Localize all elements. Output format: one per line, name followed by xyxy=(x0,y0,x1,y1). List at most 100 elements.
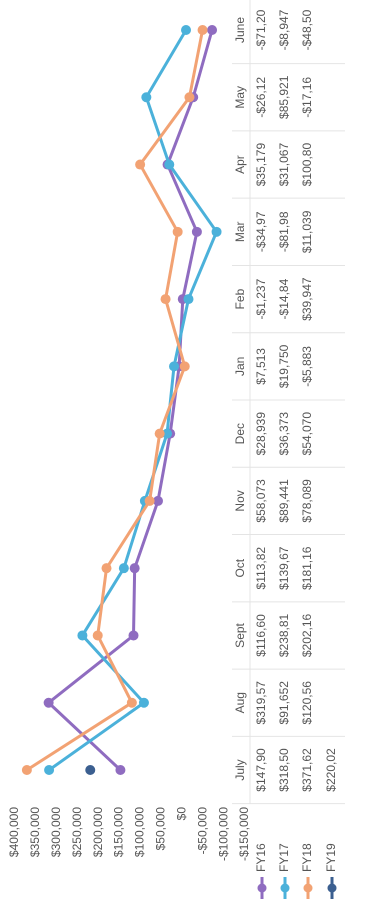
data-point xyxy=(135,159,146,170)
data-point xyxy=(144,495,155,506)
table-cell: $78,089 xyxy=(300,479,314,523)
y-tick-label: -$150,000 xyxy=(237,807,251,861)
data-point xyxy=(128,630,139,641)
data-point xyxy=(183,294,194,305)
x-tick-label: May xyxy=(233,86,247,109)
table-cell: $91,652 xyxy=(277,681,291,725)
data-point xyxy=(101,563,112,574)
data-point xyxy=(43,697,54,708)
table-cell: $54,070 xyxy=(300,412,314,456)
x-tick-label: Apr xyxy=(233,155,247,174)
data-point xyxy=(160,294,171,305)
x-tick-label: Dec xyxy=(233,423,247,444)
table-cell: $220,02 xyxy=(324,748,338,792)
table-cell: $89,441 xyxy=(277,479,291,523)
data-point xyxy=(162,428,173,439)
data-point xyxy=(152,495,163,506)
table-cell: $39,947 xyxy=(300,277,314,321)
x-tick-label: July xyxy=(233,759,247,780)
data-point xyxy=(92,630,103,641)
y-tick-label: $200,000 xyxy=(91,807,105,857)
x-tick-label: Oct xyxy=(233,558,247,577)
data-point xyxy=(184,92,195,103)
table-cell: $319,57 xyxy=(254,681,268,725)
table-cell: -$17,16 xyxy=(300,77,314,118)
x-tick-label: Jan xyxy=(233,357,247,376)
legend-label: FY16 xyxy=(254,843,268,872)
data-point xyxy=(207,25,218,35)
data-point xyxy=(181,25,192,35)
table-cell: -$81,98 xyxy=(277,211,291,252)
data-point xyxy=(197,25,208,35)
data-point xyxy=(179,361,190,372)
table-cell: $58,073 xyxy=(254,479,268,523)
data-point xyxy=(138,697,149,708)
table-cell: $36,373 xyxy=(277,412,291,456)
table-cell: $371,62 xyxy=(300,748,314,792)
data-point xyxy=(126,697,137,708)
y-tick-label: $350,000 xyxy=(28,807,42,857)
y-tick-label: $100,000 xyxy=(133,807,147,857)
table-cell: -$71,20 xyxy=(254,9,268,50)
y-tick-label: $400,000 xyxy=(7,807,21,857)
data-point xyxy=(44,765,55,775)
x-tick-label: June xyxy=(233,17,247,43)
data-point xyxy=(21,765,32,775)
table-cell: $181,16 xyxy=(300,546,314,590)
table-cell: $11,039 xyxy=(300,210,314,253)
legend-label: FY19 xyxy=(324,843,338,872)
series-line xyxy=(26,29,205,772)
data-point xyxy=(141,92,152,103)
y-tick-label: $300,000 xyxy=(49,807,63,857)
x-tick-label: Mar xyxy=(233,221,247,242)
table-cell: $31,067 xyxy=(277,143,291,187)
table-cell: $120,56 xyxy=(300,681,314,725)
legend-label: FY18 xyxy=(300,843,314,872)
x-tick-label: Feb xyxy=(233,288,247,309)
table-cell: $100,80 xyxy=(300,143,314,187)
data-point xyxy=(154,428,165,439)
legend-marker xyxy=(280,883,290,893)
legend-marker xyxy=(327,883,337,893)
table-cell: $318,50 xyxy=(277,748,291,792)
data-point xyxy=(164,159,175,170)
y-tick-label: -$50,000 xyxy=(195,807,209,855)
y-tick-label: $250,000 xyxy=(70,807,84,857)
table-cell: -$8,947 xyxy=(277,9,291,50)
table-cell: $147,90 xyxy=(254,748,268,792)
data-point xyxy=(129,563,140,574)
table-cell: $85,921 xyxy=(277,75,291,119)
data-point xyxy=(211,226,222,237)
data-point xyxy=(169,361,180,372)
y-tick-label: -$100,000 xyxy=(216,807,230,861)
data-point xyxy=(118,563,129,574)
data-point xyxy=(191,226,202,237)
data-point xyxy=(172,226,183,237)
table-cell: -$1,237 xyxy=(254,278,268,319)
table-cell: -$14,84 xyxy=(277,278,291,319)
table-cell: $7,513 xyxy=(254,348,268,385)
x-tick-label: Aug xyxy=(233,692,247,713)
table-cell: -$26,12 xyxy=(254,77,268,118)
table-cell: $139,67 xyxy=(277,546,291,590)
table-cell: $116,60 xyxy=(254,614,268,657)
table-cell: $28,939 xyxy=(254,412,268,456)
y-tick-label: $150,000 xyxy=(112,807,126,857)
table-cell: $202,16 xyxy=(300,613,314,657)
table-cell: $19,750 xyxy=(277,344,291,388)
series-line xyxy=(47,29,214,772)
rotated-chart: $400,000 $350,000 $300,000 $250,000 $200,000… xyxy=(7,0,345,899)
y-tick-label: $50,000 xyxy=(154,807,168,851)
legend-marker xyxy=(303,883,313,893)
table-cell: -$5,883 xyxy=(300,346,314,387)
series-line xyxy=(48,29,219,772)
legend-marker xyxy=(257,883,267,893)
table-cell: $113,82 xyxy=(254,547,268,590)
data-point xyxy=(77,630,88,641)
legend-label: FY17 xyxy=(277,843,291,872)
data-point xyxy=(85,765,96,775)
x-tick-label: Nov xyxy=(233,490,247,511)
table-cell: $238,81 xyxy=(277,613,291,657)
table-cell: -$34,97 xyxy=(254,211,268,252)
